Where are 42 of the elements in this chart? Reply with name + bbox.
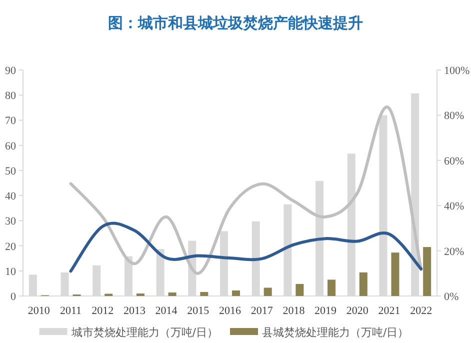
bar	[200, 292, 208, 296]
bar	[136, 293, 144, 296]
y-tick-label: 30	[5, 216, 16, 228]
bar	[328, 280, 336, 296]
bar	[264, 288, 272, 296]
x-tick-label: 2017	[250, 305, 274, 317]
y2-tick-label: 100%	[444, 65, 470, 77]
y-tick-label: 80	[5, 90, 16, 102]
x-tick-label: 2020	[346, 305, 369, 317]
bar	[423, 247, 432, 296]
bar	[359, 272, 368, 296]
y-tick-label: 50	[5, 165, 16, 178]
x-tick-label: 2019	[314, 305, 338, 317]
y2-tick-label: 40%	[444, 200, 464, 213]
x-tick-label: 2018	[282, 305, 306, 317]
bar	[391, 252, 400, 296]
y-tick-label: 60	[5, 140, 16, 152]
y-tick-label: 90	[5, 65, 16, 77]
y-tick-label: 0	[10, 291, 16, 303]
bar	[232, 290, 240, 296]
x-tick-label: 2021	[378, 305, 400, 317]
legend-label: 城市焚烧处理能力（万吨/日）	[70, 326, 218, 339]
chart-title: 图：城市和县城垃圾焚烧产能快速提升	[108, 14, 363, 32]
y-tick-label: 20	[5, 240, 16, 253]
x-tick-label: 2022	[410, 305, 432, 317]
x-tick-label: 2016	[219, 305, 242, 317]
y2-tick-label: 0%	[444, 291, 459, 303]
legend-label: 县城焚烧处理能力（万吨/日）	[262, 326, 409, 339]
y-tick-label: 70	[5, 115, 16, 128]
y-tick-label: 10	[5, 266, 16, 278]
x-tick-label: 2013	[123, 305, 146, 317]
x-tick-label: 2012	[92, 305, 114, 317]
x-tick-label: 2010	[28, 305, 50, 317]
y2-tick-label: 60%	[444, 155, 464, 168]
x-tick-label: 2014	[155, 305, 178, 317]
bar	[168, 292, 176, 296]
y-tick-label: 40	[5, 190, 16, 203]
x-tick-label: 2015	[187, 305, 210, 317]
y2-tick-label: 20%	[444, 246, 464, 258]
y2-tick-label: 80%	[444, 110, 464, 122]
bar	[296, 284, 304, 296]
x-tick-label: 2011	[60, 305, 82, 317]
